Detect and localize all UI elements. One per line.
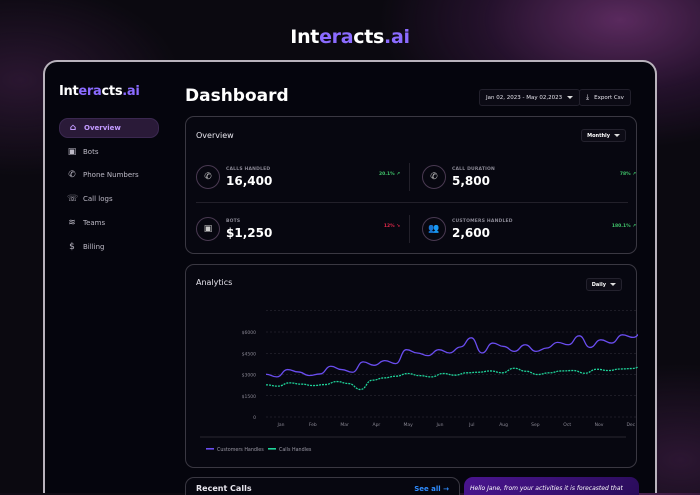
sidebar-item-label: Teams — [83, 218, 106, 227]
series-line-customers-handles — [265, 333, 638, 378]
sidebar-item-bots[interactable]: ▣ Bots — [59, 142, 159, 162]
legend-swatch — [268, 448, 276, 450]
x-tick-label: Mar — [340, 422, 349, 428]
stat-label: CALL DURATION — [452, 167, 496, 172]
analytics-period-dropdown[interactable]: Daily — [585, 278, 622, 291]
billing-icon: $ — [69, 241, 75, 252]
stat-label: CUSTOMERS HANDLED — [452, 219, 513, 224]
stat-customers-handled: 👥 CUSTOMERS HANDLED 2,600 180.1% ↗ — [422, 215, 642, 251]
trend-down-icon: ↘ — [396, 224, 400, 229]
x-tick-label: Jul — [468, 422, 474, 428]
x-tick-label: Jan — [277, 422, 285, 428]
period-value: Monthly — [587, 132, 610, 139]
phone-icon: ✆ — [422, 165, 446, 189]
recent-calls-title: Recent Calls — [196, 484, 252, 493]
stat-change: 78% ↗ — [619, 172, 636, 177]
stat-value: 2,600 — [452, 226, 490, 240]
x-tick-label: May — [404, 422, 414, 428]
sidebar-item-label: Call logs — [83, 195, 113, 204]
period-value: Daily — [591, 281, 606, 288]
sidebar-item-billing[interactable]: $ Billing — [59, 237, 159, 257]
forecast-text: Hello Jane, from your activities it is f… — [470, 485, 623, 492]
analytics-chart: 0 $1500 $3000 $4500 $6000 Jan Feb Mar Apr May Jun J… — [200, 310, 638, 453]
overview-card: Overview Monthly ✆ CALLS HANDLED 16,400 … — [185, 116, 637, 254]
page-title: Dashboard — [185, 86, 289, 106]
analytics-card: Analytics Daily 0 $1500 $3000 $4500 $6000 Jan… — [185, 264, 638, 468]
phone-icon: ✆ — [68, 170, 76, 181]
bot-icon: ▣ — [67, 146, 77, 157]
stat-change: 20.1% ↗ — [379, 172, 400, 177]
y-tick-label: $3000 — [242, 373, 256, 379]
see-all-link[interactable]: See all → — [414, 485, 449, 493]
sidebar-item-label: Billing — [83, 242, 105, 251]
x-tick-label: Sep — [531, 422, 540, 428]
divider — [409, 163, 410, 191]
x-tick-label: Apr — [373, 422, 381, 428]
x-tick-label: Oct — [563, 422, 571, 428]
sidebar-item-overview[interactable]: ⌂ Overview — [59, 118, 159, 138]
overview-period-dropdown[interactable]: Monthly — [581, 129, 626, 142]
legend-swatch — [206, 448, 214, 450]
stat-value: $1,250 — [226, 226, 273, 240]
home-icon: ⌂ — [69, 123, 77, 133]
chevron-down-icon — [610, 283, 616, 286]
forecast-card: Hello Jane, from your activities it is f… — [464, 477, 639, 495]
arrow-right-icon: → — [443, 485, 449, 493]
teams-icon: ≋ — [68, 217, 76, 228]
stat-change: 12% ↘ — [383, 224, 400, 229]
phone-icon: ✆ — [196, 165, 220, 189]
overview-title: Overview — [196, 131, 234, 140]
divider — [196, 202, 628, 203]
stat-value: 16,400 — [226, 174, 273, 188]
stat-label: CALLS HANDLED — [226, 167, 271, 172]
trend-up-icon: ↗ — [396, 172, 400, 177]
divider — [409, 215, 410, 243]
top-logo: Interacts.ai — [290, 26, 410, 48]
date-range-value: Jan 02, 2023 - May 02,2023 — [486, 94, 563, 101]
x-tick-label: Dec — [626, 422, 635, 428]
sidebar-item-call-logs[interactable]: ☏ Call logs — [59, 189, 159, 209]
sidebar-item-label: Bots — [83, 147, 99, 156]
stat-change: 180.1% ↗ — [611, 224, 636, 229]
trend-up-icon: ↗ — [632, 172, 636, 177]
chevron-down-icon — [614, 134, 620, 137]
chevron-down-icon — [567, 96, 574, 99]
export-label: Export Csv — [594, 94, 624, 101]
sidebar-item-label: Phone Numbers — [83, 171, 139, 180]
date-range-picker[interactable]: Jan 02, 2023 - May 02,2023 — [479, 89, 581, 106]
trend-up-icon: ↗ — [632, 224, 636, 229]
sidebar-item-teams[interactable]: ≋ Teams — [59, 213, 159, 233]
export-csv-button[interactable]: ⤓ Export Csv — [579, 89, 631, 106]
call-log-icon: ☏ — [67, 194, 79, 205]
y-tick-label: $4500 — [242, 351, 256, 357]
y-tick-label: $1500 — [242, 394, 256, 400]
sidebar-item-phone-numbers[interactable]: ✆ Phone Numbers — [59, 165, 159, 185]
x-tick-label: Nov — [595, 422, 604, 428]
x-tick-label: Feb — [309, 422, 317, 428]
y-tick-label: $6000 — [242, 330, 256, 336]
series-line-calls-handles — [265, 366, 638, 391]
y-tick-label: 0 — [253, 415, 256, 421]
app-window: Interacts.ai ⌂ Overview ▣ Bots ✆ Phone Number… — [43, 60, 657, 495]
stat-calls-handled: ✆ CALLS HANDLED 16,400 20.1% ↗ — [196, 163, 416, 199]
stat-bots: ▣ BOTS $1,250 12% ↘ — [196, 215, 416, 251]
recent-calls-card: Recent Calls See all → — [185, 477, 460, 495]
stat-call-duration: ✆ CALL DURATION 5,800 78% ↗ — [422, 163, 642, 199]
x-tick-label: Aug — [499, 422, 508, 428]
download-icon: ⤓ — [586, 93, 590, 101]
users-icon: 👥 — [422, 217, 446, 241]
bot-icon: ▣ — [196, 217, 220, 241]
sidebar-item-label: Overview — [84, 124, 121, 132]
stat-label: BOTS — [226, 219, 241, 224]
legend-label: Calls Handles — [279, 447, 312, 453]
legend-label: Customers Handles — [217, 447, 264, 453]
analytics-title: Analytics — [196, 278, 233, 287]
sidebar-logo[interactable]: Interacts.ai — [59, 84, 140, 99]
x-tick-label: Jun — [435, 422, 443, 428]
stat-value: 5,800 — [452, 174, 490, 188]
